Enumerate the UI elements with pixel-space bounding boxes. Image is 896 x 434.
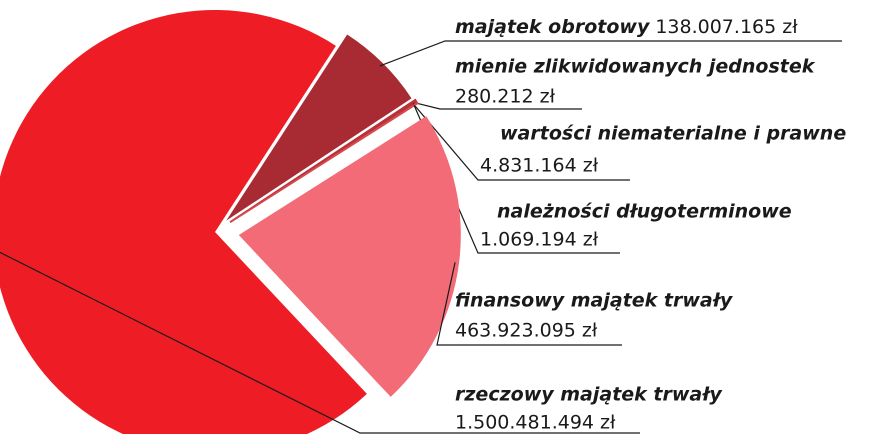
slice-value: 1.500.481.494 zł bbox=[455, 412, 616, 434]
slice-value: 1.069.194 zł bbox=[480, 229, 599, 251]
slice-name: mienie zlikwidowanych jednostek bbox=[455, 56, 816, 78]
slice-name: rzeczowy majątek trwały bbox=[455, 384, 723, 406]
slice-value: 4.831.164 zł bbox=[480, 155, 599, 177]
slice-value: 463.923.095 zł bbox=[455, 320, 598, 342]
leader-line bbox=[379, 40, 842, 67]
pie-slice bbox=[0, 10, 367, 434]
slice-name: wartości niematerialne i prawne bbox=[500, 123, 846, 145]
pie-slice bbox=[226, 34, 412, 221]
slice-name: finansowy majątek trwały bbox=[455, 290, 734, 312]
leader-line bbox=[436, 262, 622, 346]
pie-slice bbox=[229, 101, 419, 224]
pie-slice bbox=[238, 116, 461, 397]
leader-line bbox=[411, 101, 582, 110]
slice-value: 280.212 zł bbox=[455, 86, 556, 108]
slice-value: 138.007.165 zł bbox=[655, 16, 798, 38]
slice-name: należności długoterminowe bbox=[497, 201, 792, 223]
leader-line bbox=[0, 251, 640, 434]
leader-line bbox=[412, 103, 630, 181]
slice-label: majątek obrotowy 138.007.165 zł bbox=[455, 16, 798, 38]
slice-name: majątek obrotowy bbox=[455, 16, 651, 38]
